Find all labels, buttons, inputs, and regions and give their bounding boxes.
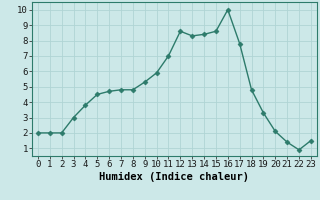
X-axis label: Humidex (Indice chaleur): Humidex (Indice chaleur) [100, 172, 249, 182]
